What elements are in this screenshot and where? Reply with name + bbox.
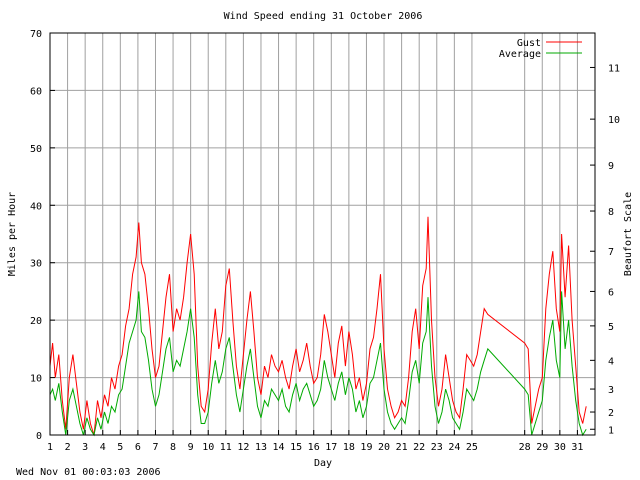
- x-axis-label: Day: [314, 458, 332, 469]
- x-tick-label: 29: [536, 442, 548, 453]
- beaufort-tick-label: 8: [608, 207, 614, 218]
- series-lines: [49, 216, 587, 437]
- y-tick-label: 0: [36, 431, 42, 442]
- y-tick-label: 70: [30, 29, 42, 40]
- x-tick-label: 16: [308, 442, 320, 453]
- x-tick-label: 2: [65, 442, 71, 453]
- legend-gust-label: Gust: [517, 38, 541, 49]
- y-axis-ticks: 0 10 20 30 40 50 60 70: [30, 29, 55, 442]
- x-tick-label: 22: [413, 442, 425, 453]
- x-tick-label: 18: [343, 442, 355, 453]
- x-tick-label: 24: [448, 442, 460, 453]
- beaufort-axis-ticks: 1 2 3 4 5 6 7 8 9 10 11: [590, 63, 620, 436]
- beaufort-tick-label: 11: [608, 63, 620, 74]
- beaufort-tick-label: 1: [608, 425, 614, 436]
- y-tick-label: 20: [30, 316, 42, 327]
- y-tick-label: 50: [30, 144, 42, 155]
- average-series-line: [49, 291, 587, 437]
- x-tick-label: 25: [466, 442, 478, 453]
- beaufort-tick-label: 5: [608, 322, 614, 333]
- x-tick-label: 17: [325, 442, 337, 453]
- x-axis-ticks: 1 2 3 4 5 6 7 8 9 10 11 12 13 14 15 16 17 18 19 20 21 22 23 24 2…: [47, 430, 583, 453]
- beaufort-tick-label: 10: [608, 115, 620, 126]
- x-tick-label: 8: [170, 442, 176, 453]
- y-tick-label: 10: [30, 374, 42, 385]
- x-tick-label: 3: [82, 442, 88, 453]
- y-axis-label: Miles per Hour: [7, 192, 18, 276]
- legend-average-label: Average: [499, 49, 541, 60]
- x-tick-label: 7: [152, 442, 158, 453]
- x-tick-label: 9: [188, 442, 194, 453]
- x-tick-label: 14: [273, 442, 285, 453]
- beaufort-tick-label: 9: [608, 161, 614, 172]
- plot-frame: [49, 32, 596, 436]
- timestamp-footer: Wed Nov 01 00:03:03 2006: [16, 467, 161, 478]
- y-tick-label: 60: [30, 86, 42, 97]
- beaufort-tick-label: 2: [608, 408, 614, 419]
- chart-title: Wind Speed ending 31 October 2006: [224, 11, 423, 22]
- beaufort-axis-label: Beaufort Scale: [623, 192, 634, 276]
- x-tick-label: 12: [237, 442, 249, 453]
- gust-series-line: [49, 216, 587, 436]
- x-tick-label: 4: [100, 442, 106, 453]
- x-tick-label: 15: [290, 442, 302, 453]
- x-tick-label: 13: [255, 442, 267, 453]
- x-tick-label: 11: [220, 442, 232, 453]
- x-tick-label: 23: [431, 442, 443, 453]
- beaufort-tick-label: 3: [608, 385, 614, 396]
- legend: Gust Average: [499, 38, 582, 60]
- x-tick-label: 21: [396, 442, 408, 453]
- x-tick-label: 31: [571, 442, 583, 453]
- x-tick-label: 30: [554, 442, 566, 453]
- beaufort-tick-label: 7: [608, 247, 614, 258]
- x-tick-label: 6: [135, 442, 141, 453]
- beaufort-tick-label: 6: [608, 287, 614, 298]
- x-tick-label: 19: [360, 442, 372, 453]
- x-tick-label: 28: [519, 442, 531, 453]
- x-tick-label: 20: [378, 442, 390, 453]
- x-tick-label: 5: [117, 442, 123, 453]
- x-tick-label: 1: [47, 442, 53, 453]
- beaufort-tick-label: 4: [608, 356, 614, 367]
- x-tick-label: 10: [202, 442, 214, 453]
- y-tick-label: 30: [30, 259, 42, 270]
- y-tick-label: 40: [30, 201, 42, 212]
